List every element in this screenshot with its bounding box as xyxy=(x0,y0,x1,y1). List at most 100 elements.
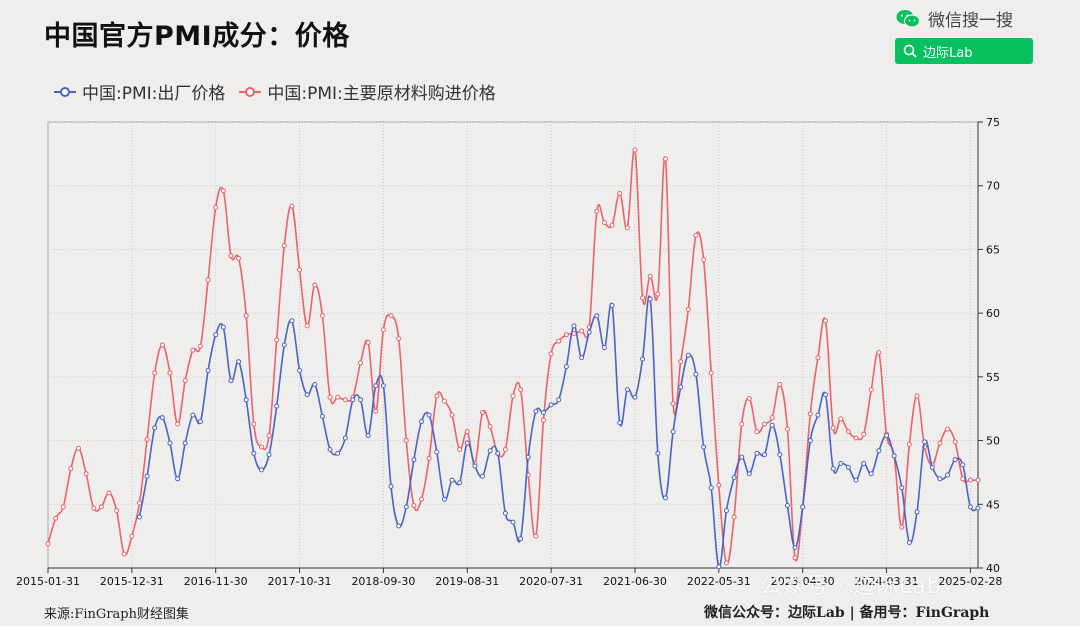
data-point-1 xyxy=(609,222,615,228)
data-point-1 xyxy=(167,370,173,376)
data-point-0 xyxy=(136,514,142,520)
data-point-1 xyxy=(670,401,676,407)
data-point-0 xyxy=(304,392,310,398)
data-point-0 xyxy=(228,378,234,384)
data-point-0 xyxy=(548,402,554,408)
search-icon xyxy=(903,44,917,58)
data-point-0 xyxy=(662,495,668,501)
data-point-1 xyxy=(769,415,775,421)
data-point-1 xyxy=(792,555,798,561)
data-point-1 xyxy=(236,255,242,261)
data-point-0 xyxy=(876,448,882,454)
data-point-1 xyxy=(662,156,668,162)
data-point-0 xyxy=(899,485,905,491)
data-point-1 xyxy=(914,393,920,399)
data-point-1 xyxy=(678,359,684,365)
data-point-0 xyxy=(251,450,257,456)
y-tick-label: 60 xyxy=(986,307,1000,320)
data-point-0 xyxy=(312,382,318,388)
data-point-1 xyxy=(640,295,646,301)
y-tick-label: 70 xyxy=(986,180,1000,193)
data-point-1 xyxy=(845,429,851,435)
data-point-1 xyxy=(83,471,89,477)
data-point-1 xyxy=(563,332,569,338)
data-point-1 xyxy=(967,477,973,483)
data-point-0 xyxy=(884,432,890,438)
data-point-1 xyxy=(823,318,829,324)
data-point-0 xyxy=(243,397,249,403)
data-point-1 xyxy=(274,337,280,343)
data-point-1 xyxy=(68,466,74,472)
data-point-0 xyxy=(495,450,501,456)
data-point-1 xyxy=(723,560,729,566)
legend-item-input-price[interactable]: 中国:PMI:主要原材料购进价格 xyxy=(239,79,496,104)
data-point-0 xyxy=(319,413,325,419)
data-point-0 xyxy=(868,471,874,477)
data-point-1 xyxy=(876,350,882,356)
data-point-0 xyxy=(891,453,897,459)
data-point-0 xyxy=(518,536,524,542)
data-point-1 xyxy=(411,503,417,509)
data-point-0 xyxy=(693,371,699,377)
data-point-0 xyxy=(845,464,851,470)
data-point-1 xyxy=(129,533,135,539)
data-point-0 xyxy=(419,418,425,424)
data-point-1 xyxy=(746,396,752,402)
data-point-1 xyxy=(144,436,150,442)
data-point-1 xyxy=(556,338,562,344)
data-point-1 xyxy=(182,378,188,384)
data-point-0 xyxy=(159,415,165,421)
data-point-0 xyxy=(274,403,280,409)
data-point-0 xyxy=(571,323,577,329)
data-point-0 xyxy=(952,457,958,463)
data-point-0 xyxy=(358,397,364,403)
data-point-0 xyxy=(678,384,684,390)
data-point-0 xyxy=(152,425,158,431)
data-point-1 xyxy=(632,147,638,153)
data-point-0 xyxy=(533,408,539,414)
data-point-0 xyxy=(746,471,752,477)
wechat-search-link[interactable]: 微信搜一搜 xyxy=(896,6,1013,31)
data-point-1 xyxy=(175,421,181,427)
data-point-1 xyxy=(731,514,737,520)
data-point-1 xyxy=(533,533,539,539)
data-point-1 xyxy=(579,328,585,334)
data-point-0 xyxy=(685,352,691,358)
data-point-1 xyxy=(441,398,447,404)
data-point-0 xyxy=(396,523,402,529)
data-point-1 xyxy=(945,426,951,432)
data-point-1 xyxy=(784,426,790,432)
y-tick-label: 65 xyxy=(986,243,1000,256)
data-point-1 xyxy=(152,370,158,376)
data-point-1 xyxy=(868,387,874,393)
data-point-0 xyxy=(960,462,966,468)
data-point-1 xyxy=(502,446,508,452)
y-tick-label: 55 xyxy=(986,371,1000,384)
data-point-0 xyxy=(617,420,623,426)
account-note: 微信公众号：边际Lab | 备用号：FinGraph xyxy=(704,605,990,621)
data-point-0 xyxy=(480,473,486,479)
data-point-0 xyxy=(708,485,714,491)
data-point-1 xyxy=(624,225,630,231)
data-point-1 xyxy=(807,411,813,417)
x-tick-label: 2024-03-31 xyxy=(855,575,919,588)
data-point-0 xyxy=(556,397,562,403)
data-point-1 xyxy=(952,439,958,445)
data-point-1 xyxy=(53,515,59,521)
data-point-1 xyxy=(480,410,486,416)
data-point-0 xyxy=(411,457,417,463)
data-point-0 xyxy=(365,432,371,438)
data-point-0 xyxy=(906,540,912,546)
legend-item-output-price[interactable]: 中国:PMI:出厂价格 xyxy=(54,79,225,104)
data-point-0 xyxy=(464,440,470,446)
data-point-0 xyxy=(853,477,859,483)
data-point-1 xyxy=(937,440,943,446)
data-point-1 xyxy=(899,524,905,530)
search-button[interactable]: 边际Lab xyxy=(895,38,1033,64)
data-point-1 xyxy=(297,267,303,273)
legend: 中国:PMI:出厂价格 中国:PMI:主要原材料购进价格 xyxy=(54,79,496,104)
data-point-0 xyxy=(457,480,463,486)
data-point-1 xyxy=(403,438,409,444)
data-point-0 xyxy=(388,483,394,489)
